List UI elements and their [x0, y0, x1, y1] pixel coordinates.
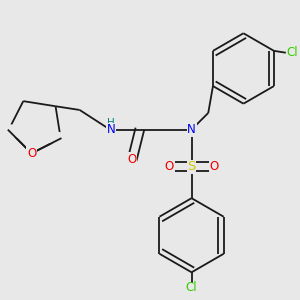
Text: N: N: [107, 123, 116, 136]
Text: Cl: Cl: [287, 46, 298, 59]
Text: O: O: [128, 153, 137, 166]
Text: Cl: Cl: [186, 280, 197, 294]
Text: O: O: [27, 147, 36, 160]
Text: H: H: [107, 118, 115, 128]
Text: S: S: [188, 160, 196, 173]
Text: N: N: [187, 123, 196, 136]
Text: O: O: [209, 160, 218, 173]
Text: O: O: [165, 160, 174, 173]
